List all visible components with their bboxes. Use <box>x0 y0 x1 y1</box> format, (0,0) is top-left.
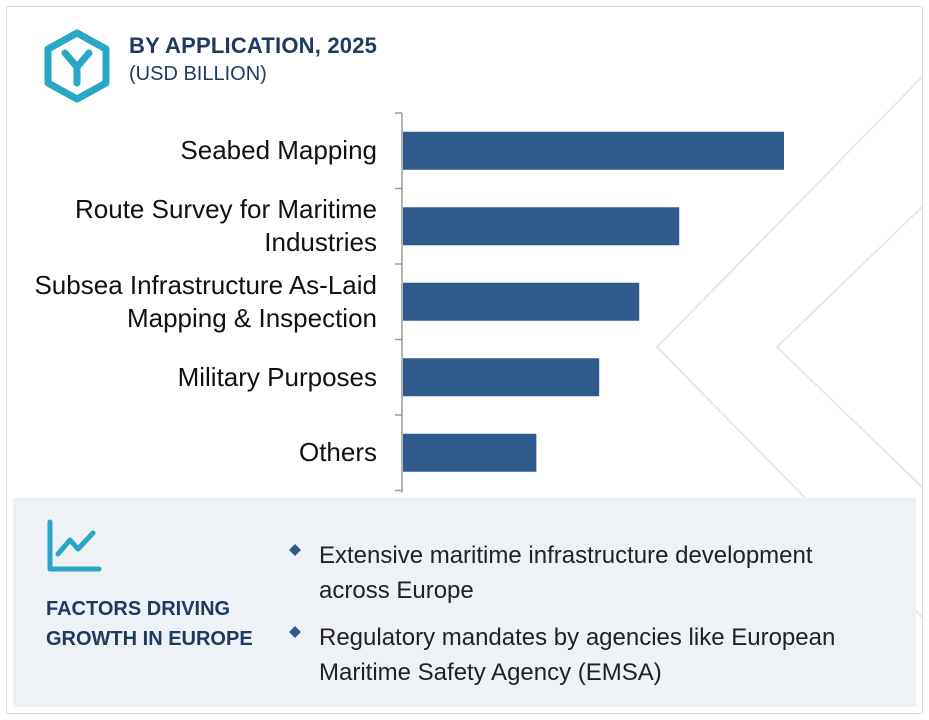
category-label-line: Seabed Mapping <box>180 135 377 166</box>
category-label-line: Mapping & Inspection <box>126 302 377 333</box>
category-label: Seabed Mapping <box>7 134 377 167</box>
category-label: Route Survey for Maritime Industries <box>7 193 377 259</box>
category-label: Others <box>7 436 377 469</box>
category-label-line: Subsea Infrastructure As-Laid <box>34 269 377 300</box>
bar-2 <box>403 282 640 321</box>
bullet-item: Extensive maritime infrastructure develo… <box>285 538 885 608</box>
bar-0 <box>403 131 784 170</box>
diamond-bullet-icon <box>289 626 301 638</box>
bullet-item: Regulatory mandates by agencies like Eur… <box>285 620 885 690</box>
panel-heading: FACTORS DRIVING GROWTH IN EUROPE <box>46 598 253 650</box>
category-label-line: Military Purposes <box>177 361 377 392</box>
growth-factors-panel: FACTORS DRIVING GROWTH IN EUROPE Extensi… <box>13 498 916 707</box>
bar-chart <box>395 112 784 493</box>
diamond-bullet-icon <box>289 544 301 556</box>
bullet-text: Regulatory mandates by agencies like Eur… <box>319 624 836 686</box>
chart-title: BY APPLICATION, 2025 <box>129 33 378 58</box>
category-label-line: Route Survey for Maritime <box>75 194 377 225</box>
infographic-card: BY APPLICATION, 2025 (USD BILLION) Seabe… <box>6 6 923 714</box>
category-label: Military Purposes <box>7 361 377 394</box>
bar-4 <box>403 433 537 472</box>
category-label: Subsea Infrastructure As-Laid Mapping & I… <box>7 269 377 335</box>
bar-1 <box>403 207 680 246</box>
bar-3 <box>403 358 600 397</box>
chart-subtitle: (USD BILLION) <box>129 63 267 85</box>
category-label-line: Industries <box>264 227 377 258</box>
line-chart-icon <box>47 519 102 572</box>
bullet-text: Extensive maritime infrastructure develo… <box>319 542 813 604</box>
category-label-line: Others <box>298 437 377 468</box>
bullet-list: Extensive maritime infrastructure develo… <box>285 538 885 702</box>
hexagon-y-logo-icon <box>44 29 110 103</box>
